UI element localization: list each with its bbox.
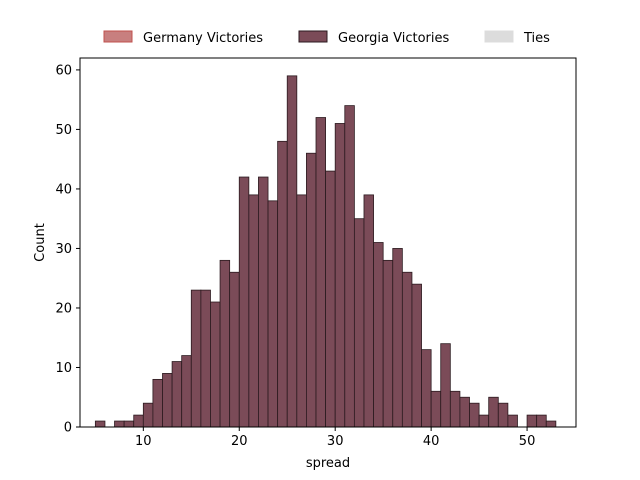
histogram-bar — [401, 271, 413, 428]
legend-swatch — [484, 30, 514, 43]
histogram-bar — [411, 283, 422, 428]
histogram-bar — [488, 396, 499, 428]
histogram-bar — [373, 242, 384, 428]
histogram-bar — [545, 420, 557, 428]
y-tick-label: 0 — [64, 421, 72, 436]
histogram-bar — [421, 349, 432, 428]
histogram-bar — [459, 396, 470, 428]
histogram-bar — [334, 123, 346, 428]
histogram-bar — [478, 414, 490, 428]
y-tick-label: 30 — [55, 242, 72, 257]
plot-frame — [79, 57, 577, 428]
histogram-bar — [123, 420, 135, 428]
histogram-bar — [363, 194, 374, 428]
histogram-bar — [507, 414, 518, 428]
legend-swatch — [103, 30, 133, 43]
legend-label: Germany Victories — [143, 31, 263, 46]
histogram-bar — [286, 75, 298, 428]
histogram-bar — [536, 414, 547, 428]
y-tick-label: 40 — [55, 182, 72, 197]
x-tick-label: 10 — [135, 434, 152, 449]
histogram-bar — [267, 200, 279, 428]
histogram-bar — [133, 414, 144, 428]
histogram-bar — [440, 343, 451, 428]
histogram-bar — [210, 301, 221, 428]
histogram-bar — [449, 390, 461, 428]
y-tick-label: 50 — [55, 123, 72, 138]
histogram-bar — [526, 414, 538, 428]
histogram-bar — [353, 218, 365, 428]
histogram-bar — [296, 194, 307, 428]
histogram-bar — [94, 420, 106, 428]
histogram-bar — [325, 170, 336, 428]
x-tick-label: 30 — [327, 434, 344, 449]
histogram-bar — [200, 289, 211, 428]
histogram-bar — [392, 248, 403, 428]
bars — [94, 75, 557, 428]
histogram-bar — [382, 259, 394, 428]
legend-label: Georgia Victories — [338, 31, 449, 46]
histogram-bar — [229, 271, 240, 428]
y-tick-label: 60 — [55, 63, 72, 78]
histogram-bar — [469, 402, 480, 428]
y-tick-label: 20 — [55, 301, 72, 316]
histogram-bar — [219, 259, 231, 428]
histogram-bar — [497, 402, 509, 428]
histogram-bar — [171, 361, 183, 428]
histogram-bar — [181, 355, 192, 428]
histogram-bar — [142, 402, 154, 428]
y-tick-label: 10 — [55, 361, 72, 376]
histogram-bar — [344, 105, 355, 428]
histogram-bar — [190, 289, 202, 428]
histogram-bar — [162, 373, 173, 428]
y-axis: 0 10 20 30 40 50 60 — [55, 63, 80, 436]
histogram-bar — [258, 176, 269, 428]
histogram-bar — [315, 117, 327, 428]
histogram-bar — [306, 152, 317, 428]
histogram-bar — [277, 140, 288, 428]
legend-label: Ties — [523, 31, 550, 46]
histogram-bar — [248, 194, 259, 428]
histogram-bar — [152, 378, 163, 428]
legend: Germany Victories Georgia Victories Ties — [103, 30, 550, 46]
y-axis-label: Count — [33, 223, 48, 262]
x-axis: 10 20 30 40 50 — [135, 427, 535, 449]
x-tick-label: 50 — [519, 434, 536, 449]
histogram-bar — [430, 390, 442, 428]
histogram-bar — [114, 420, 125, 428]
x-tick-label: 20 — [231, 434, 248, 449]
histogram-bar — [238, 176, 250, 428]
legend-swatch — [298, 30, 328, 43]
x-axis-label: spread — [306, 456, 350, 471]
x-tick-label: 40 — [423, 434, 440, 449]
